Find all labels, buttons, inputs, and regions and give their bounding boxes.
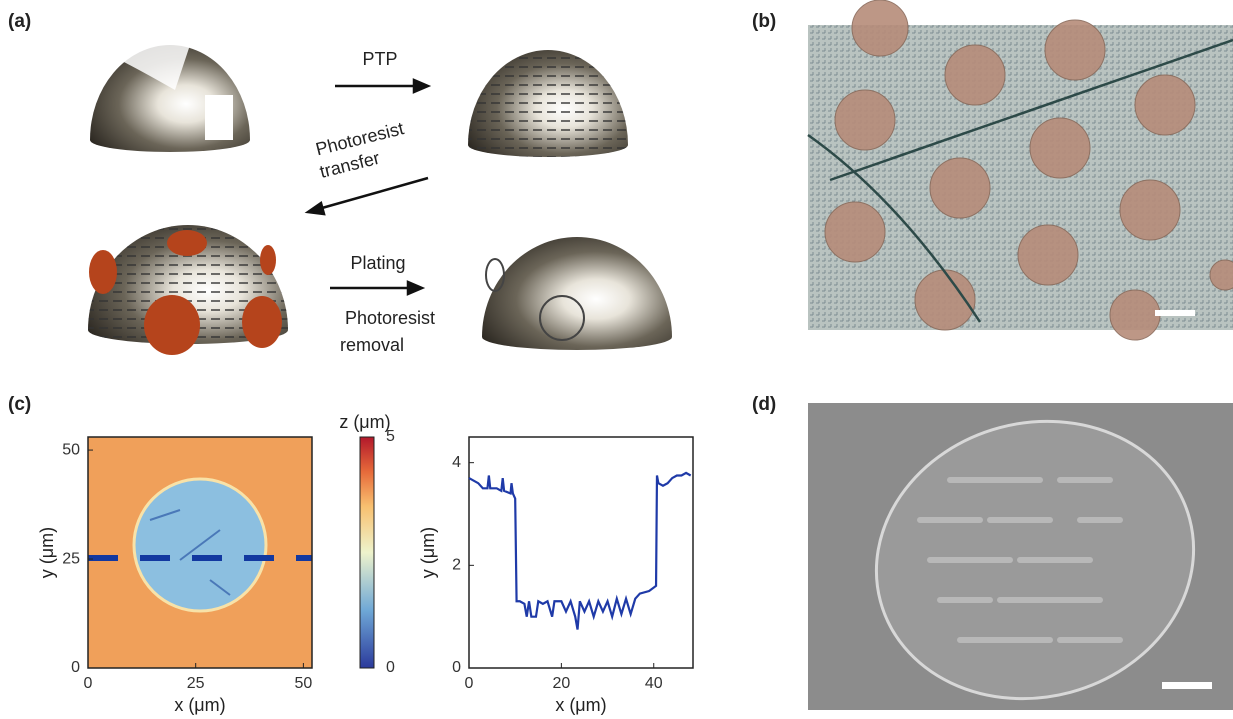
y-axis-label: y (μm) — [37, 527, 57, 578]
y-tick-label: 50 — [62, 441, 80, 458]
panel-label: (b) — [752, 11, 776, 32]
micrograph — [808, 0, 1233, 340]
axes-box — [469, 437, 693, 668]
x-tick-label: 50 — [294, 675, 312, 692]
step-label: Photoresist — [345, 308, 435, 328]
colorbar-tick-label: 0 — [386, 659, 395, 676]
step-label: removal — [340, 335, 404, 355]
dome-bare — [90, 40, 250, 152]
y-tick-label: 2 — [452, 557, 461, 574]
x-tick-label: 0 — [465, 675, 474, 692]
x-tick-label: 20 — [552, 675, 570, 692]
panel-label: (c) — [8, 394, 31, 415]
heatmap-image — [88, 437, 312, 668]
dome-plated — [482, 237, 672, 350]
x-tick-label: 25 — [187, 675, 205, 692]
y-axis-label: y (μm) — [418, 527, 438, 578]
y-tick-label: 4 — [452, 454, 461, 471]
x-tick-label: 0 — [84, 675, 93, 692]
step-label: Plating — [350, 253, 405, 273]
page: (a) (b) (c) (d) PTP Photoresist transfer… — [0, 0, 1233, 719]
dome-patterned — [468, 50, 628, 157]
y-tick-label: 0 — [452, 659, 461, 676]
step-label: PTP — [362, 49, 397, 69]
x-axis-label: x (μm) — [555, 695, 606, 715]
colorbar-label: z (μm) — [339, 412, 390, 432]
sem-image — [808, 386, 1233, 719]
y-tick-label: 0 — [71, 659, 80, 676]
panel-label: (a) — [8, 11, 31, 32]
y-tick-label: 25 — [62, 550, 80, 567]
dome-resist — [88, 225, 288, 355]
colorbar — [360, 437, 374, 668]
x-axis-label: x (μm) — [174, 695, 225, 715]
x-tick-label: 40 — [645, 675, 663, 692]
panel-label: (d) — [752, 394, 776, 415]
figure: (a) (b) (c) (d) PTP Photoresist transfer… — [0, 0, 1233, 719]
line-series — [469, 473, 691, 630]
